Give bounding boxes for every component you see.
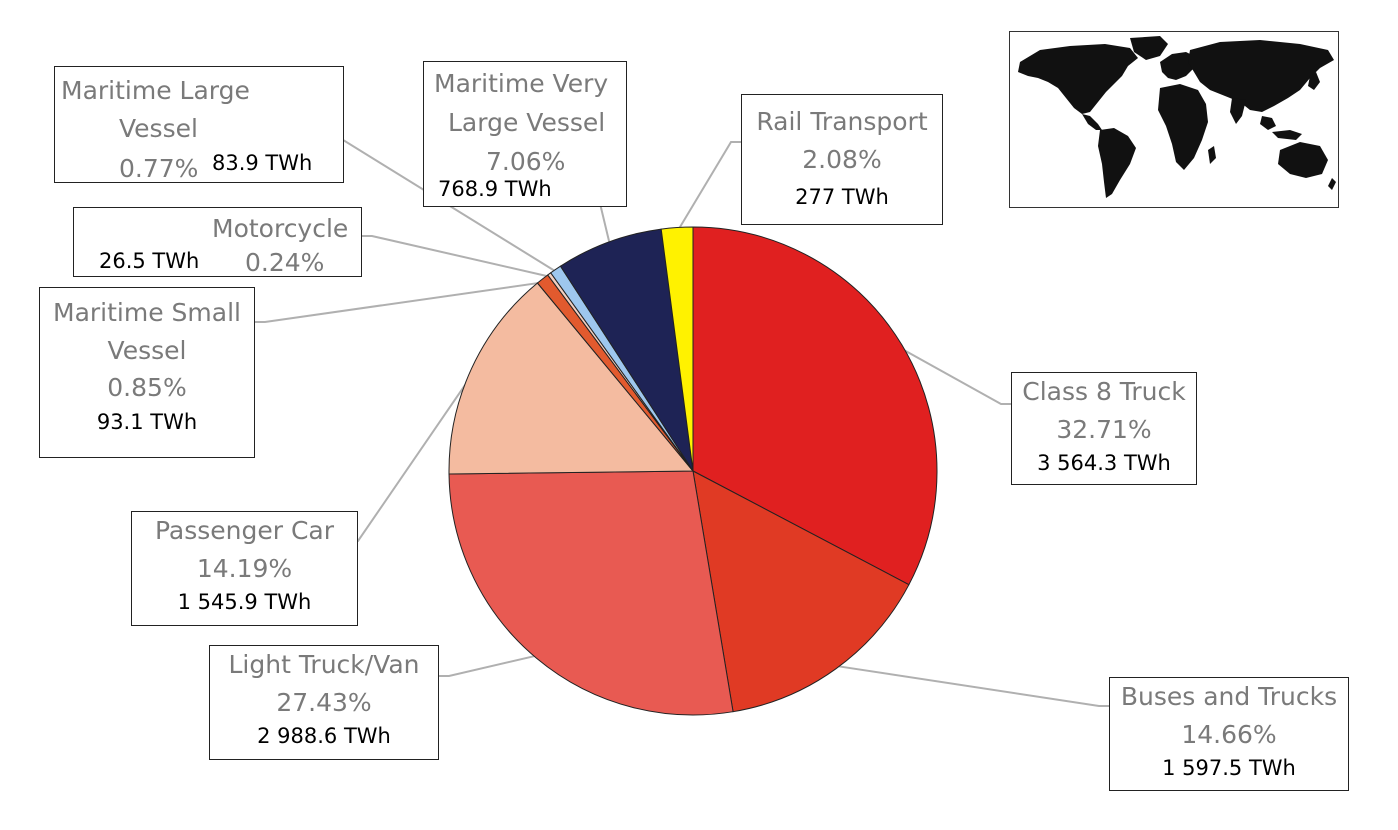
label-percent: 7.06% [486, 147, 566, 176]
label-name: Class 8 Truck [1022, 377, 1186, 406]
leader-line-motorcycle [362, 235, 552, 279]
label-name-line-2: Vessel [119, 114, 198, 143]
label-value: 83.9 TWh [212, 151, 313, 175]
label-rail-transport: Rail Transport 2.08% 277 TWh [741, 94, 943, 225]
label-percent: 27.43% [276, 687, 372, 717]
label-name-line-1: Maritime Small [53, 298, 241, 327]
pie-slice-buses-and-trucks [692, 470, 910, 713]
label-buses-and-trucks: Buses and Trucks 14.66% 1 597.5 TWh [1109, 677, 1349, 791]
label-name: Light Truck/Van [228, 650, 420, 679]
leader-line-class-8-truck [897, 346, 1011, 405]
label-value: 1 545.9 TWh [177, 590, 312, 614]
label-value: 93.1 TWh [96, 409, 198, 434]
pie-slice-passenger-car [448, 282, 695, 475]
label-motorcycle: Motorcycle 26.5 TWh 0.24% [73, 207, 362, 277]
label-percent: 14.66% [1181, 719, 1277, 749]
label-name: Passenger Car [154, 516, 335, 545]
pie-slice-rail-transport [660, 226, 694, 472]
label-name-line-2: Large Vessel [448, 108, 606, 137]
label-percent: 0.77% [119, 154, 199, 183]
label-value: 277 TWh [795, 185, 889, 209]
label-name: Motorcycle [212, 214, 349, 243]
pie-slice-class-8-truck [692, 226, 938, 586]
label-value: 768.9 TWh [438, 177, 552, 201]
label-maritime-small-vessel: Maritime Small Vessel 0.85% 93.1 TWh [39, 287, 255, 458]
label-name-line-1: Maritime Very [434, 69, 609, 98]
label-percent: 32.71% [1056, 414, 1152, 444]
label-name: Buses and Trucks [1120, 682, 1338, 711]
leader-line-buses-and-trucks [833, 664, 1109, 707]
label-value: 26.5 TWh [99, 249, 200, 273]
pie-slice-light-truck-van [448, 470, 734, 716]
leader-line-maritime-small-vessel [255, 281, 546, 323]
label-light-truck-van: Light Truck/Van 27.43% 2 988.6 TWh [209, 645, 439, 760]
world-map-inset [1009, 31, 1339, 208]
label-percent: 14.19% [196, 553, 293, 583]
label-percent: 2.08% [802, 144, 882, 174]
leader-line-rail-transport [676, 141, 741, 233]
pie-slices [448, 226, 938, 716]
leader-line-light-truck-van [439, 654, 540, 677]
label-name: Rail Transport [756, 107, 928, 136]
label-class-8-truck: Class 8 Truck 32.71% 3 564.3 TWh [1011, 372, 1197, 485]
world-map-icon [1018, 36, 1336, 198]
label-value: 2 988.6 TWh [257, 724, 391, 748]
label-name-line-1: Maritime Large [61, 76, 250, 105]
pie-slice-maritime-very-large-vessel [559, 228, 694, 472]
label-value: 1 597.5 TWh [1162, 756, 1296, 780]
label-maritime-large-vessel: Maritime Large Vessel 0.77% 83.9 TWh [54, 66, 344, 183]
label-value: 3 564.3 TWh [1037, 451, 1171, 475]
label-passenger-car: Passenger Car 14.19% 1 545.9 TWh [131, 511, 358, 626]
label-percent: 0.24% [245, 248, 325, 277]
label-percent: 0.85% [107, 373, 187, 402]
label-maritime-very-large-vessel: Maritime Very Large Vessel 7.06% 768.9 T… [423, 61, 627, 207]
label-name-line-2: Vessel [107, 335, 187, 365]
